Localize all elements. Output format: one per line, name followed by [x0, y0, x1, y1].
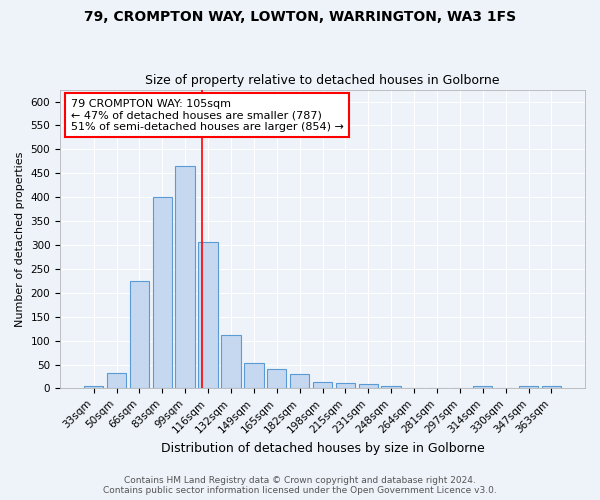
Bar — [313, 382, 332, 388]
Bar — [267, 370, 286, 388]
Text: 79 CROMPTON WAY: 105sqm
← 47% of detached houses are smaller (787)
51% of semi-d: 79 CROMPTON WAY: 105sqm ← 47% of detache… — [71, 98, 343, 132]
Text: Contains HM Land Registry data © Crown copyright and database right 2024.
Contai: Contains HM Land Registry data © Crown c… — [103, 476, 497, 495]
Title: Size of property relative to detached houses in Golborne: Size of property relative to detached ho… — [145, 74, 500, 87]
Text: 79, CROMPTON WAY, LOWTON, WARRINGTON, WA3 1FS: 79, CROMPTON WAY, LOWTON, WARRINGTON, WA… — [84, 10, 516, 24]
Bar — [473, 386, 493, 388]
X-axis label: Distribution of detached houses by size in Golborne: Distribution of detached houses by size … — [161, 442, 484, 455]
Bar — [84, 386, 103, 388]
Bar — [359, 384, 378, 388]
Y-axis label: Number of detached properties: Number of detached properties — [15, 152, 25, 326]
Bar — [221, 336, 241, 388]
Bar — [335, 383, 355, 388]
Bar — [199, 242, 218, 388]
Bar — [542, 386, 561, 388]
Bar — [107, 373, 126, 388]
Bar — [130, 281, 149, 388]
Bar — [519, 386, 538, 388]
Bar — [152, 197, 172, 388]
Bar — [382, 386, 401, 388]
Bar — [290, 374, 310, 388]
Bar — [175, 166, 195, 388]
Bar — [244, 363, 263, 388]
